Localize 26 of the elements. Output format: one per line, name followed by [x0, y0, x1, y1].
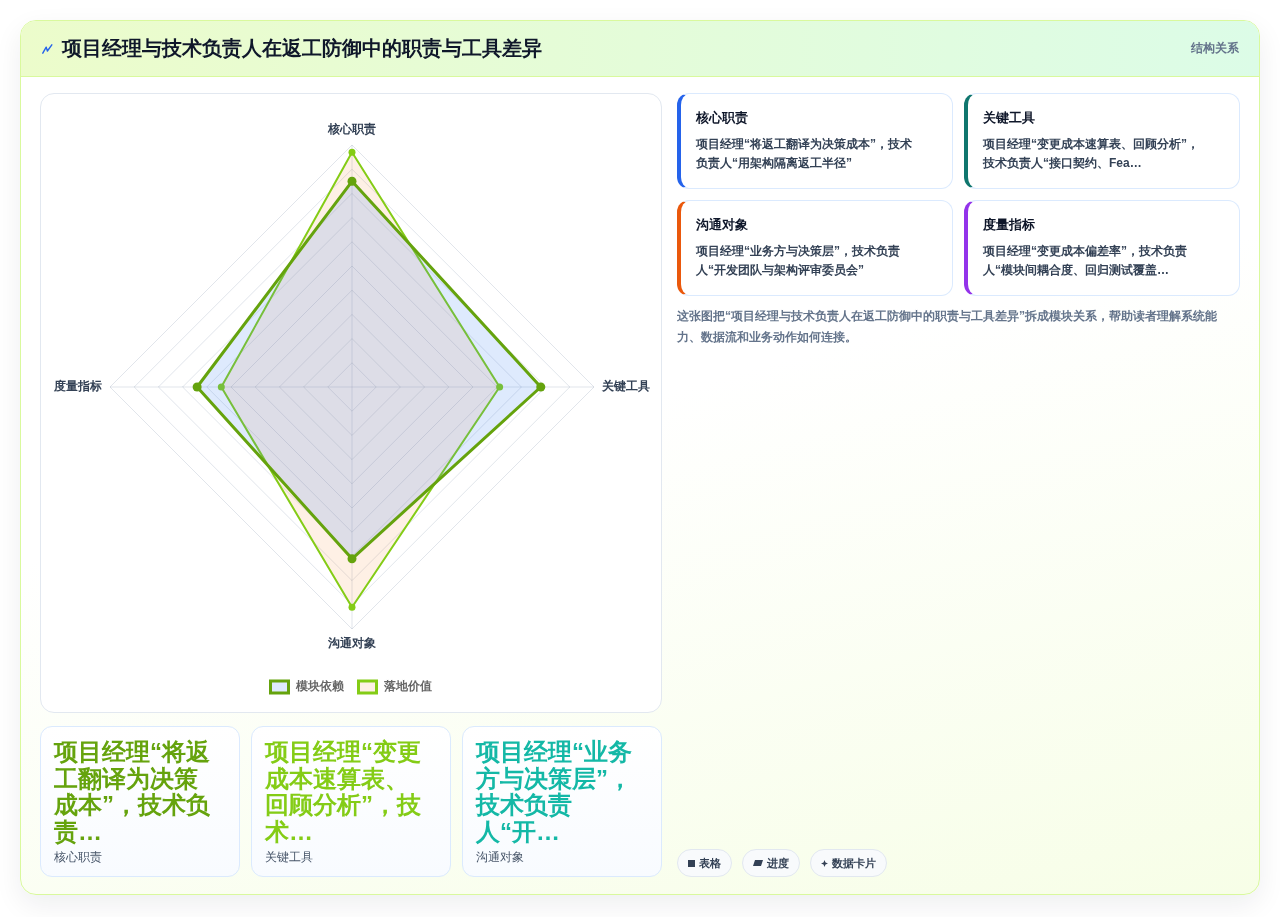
- text: 结构关系: [1191, 40, 1239, 56]
- text: 数据卡片: [832, 855, 876, 871]
- spoke-label: 度量指标: [53, 379, 102, 394]
- text: 核心职责: [696, 109, 749, 127]
- text: 项目经理“将返工翻译为决策成本”，技术负责…: [54, 738, 211, 845]
- spoke-label: 沟通对象: [327, 636, 376, 651]
- legend-label: 模块依赖: [295, 679, 345, 694]
- text: 进度: [767, 855, 789, 871]
- text: 核心职责: [54, 849, 102, 865]
- text: 沟通对象: [476, 849, 524, 865]
- text: 项目经理“变更成本速算表、回顾分析”，技术负责人“接口契约、Fea…: [983, 136, 1200, 172]
- legend-label: 落地价值: [383, 679, 432, 694]
- text: 度量指标: [983, 216, 1036, 234]
- spoke-label: 关键工具: [601, 379, 650, 394]
- text: 项目经理“将返工翻译为决策成本”，技术负责人“用架构隔离返工半径”: [696, 136, 913, 172]
- text: 关键工具: [983, 109, 1036, 127]
- text: 关键工具: [265, 849, 313, 865]
- text: 项目经理“业务方与决策层”，技术负责人“开发团队与架构评审委员会”: [696, 243, 901, 279]
- text: 项目经理“变更成本偏差率”，技术负责人“模块间耦合度、回归测试覆盖…: [983, 243, 1188, 279]
- text: 这张图把“项目经理与技术负责人在返工防御中的职责与工具差异”拆成模块关系，帮助读者理解系统能力、数据流和业务动作如何连接。: [677, 308, 1218, 346]
- text: 沟通对象: [696, 216, 749, 234]
- text: 项目经理“变更成本速算表、回顾分析”，技术…: [265, 738, 422, 845]
- text: 项目经理“业务方与决策层”，技术负责人“开…: [476, 738, 633, 845]
- text: 项目经理与技术负责人在返工防御中的职责与工具差异: [62, 36, 542, 60]
- text: 表格: [699, 855, 721, 871]
- spoke-label: 核心职责: [327, 122, 376, 137]
